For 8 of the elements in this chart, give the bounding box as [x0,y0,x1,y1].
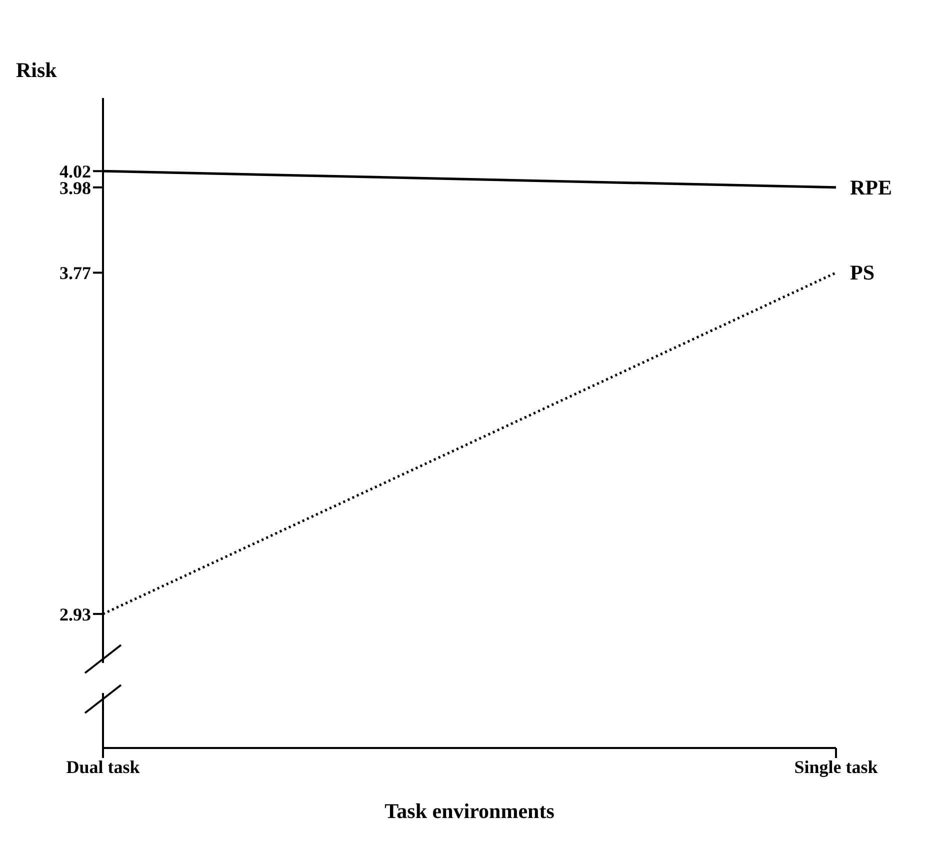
y-tick-label: 2.93 [60,604,91,624]
x-axis-title: Task environments [384,799,554,823]
y-tick-label: 3.77 [60,263,91,284]
x-tick-label: Dual task [66,756,140,777]
series-label: PS [850,260,875,285]
y-axis-title: Risk [16,58,57,83]
series-label: RPE [850,175,892,200]
x-tick-label: Single task [794,756,878,777]
